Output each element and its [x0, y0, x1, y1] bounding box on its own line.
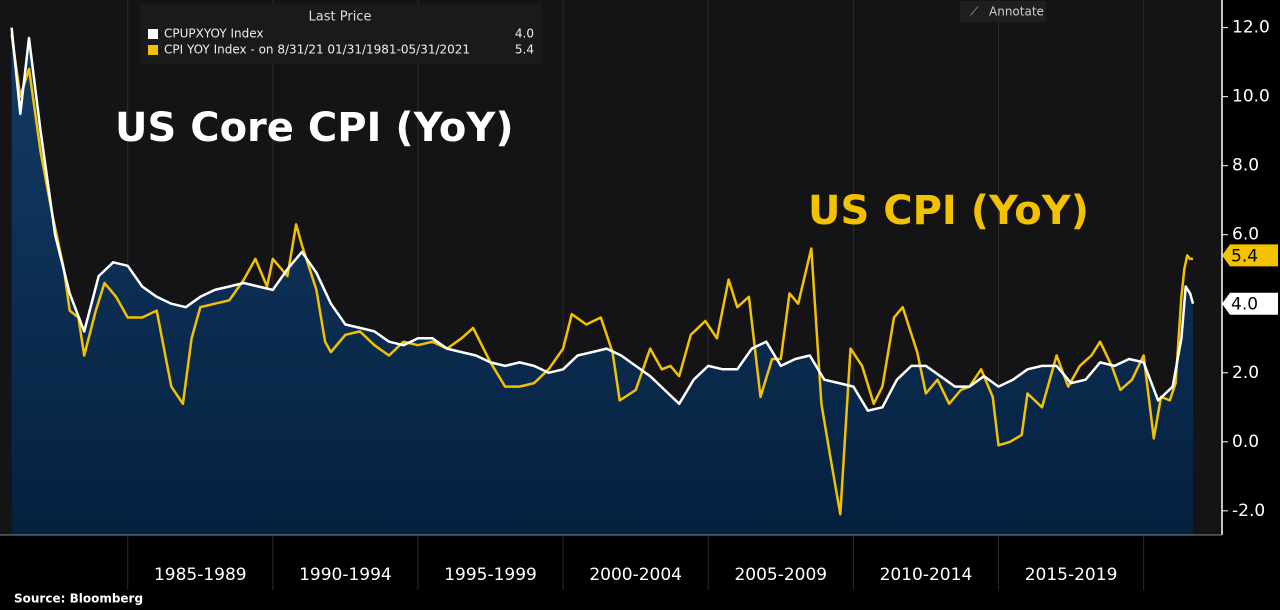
y-tick-label: -2.0 [1232, 501, 1265, 521]
legend-label: CPI YOY Index - on 8/31/21 01/31/1981-05… [164, 43, 470, 57]
legend-label: CPUPXYOY Index [164, 27, 264, 41]
x-tick-label: 1995-1999 [444, 565, 537, 585]
button-label[interactable]: Annotate [989, 5, 1044, 19]
x-tick-label: 2005-2009 [734, 565, 827, 585]
source: Source: Bloomberg [14, 592, 143, 606]
x-tick-label: 1985-1989 [154, 565, 247, 585]
y-tick-label: 8.0 [1232, 156, 1259, 176]
annotation: US Core CPI (YoY) [115, 105, 514, 151]
legend: Last Price [140, 4, 542, 64]
x-tick-label: 2000-2004 [589, 565, 682, 585]
annotate-button[interactable]: ⟋ Annotate [960, 1, 1046, 22]
legend-value: 4.0 [515, 27, 534, 41]
last-price-label: 4.0 [1231, 295, 1258, 315]
legend-header: Last Price [309, 10, 372, 25]
x-tick-label: 1990-1994 [299, 565, 392, 585]
series-area [11, 27, 1194, 535]
series-line [10, 27, 1195, 412]
last-price-tag [1222, 292, 1278, 315]
x-tick-label: 2010-2014 [880, 565, 973, 585]
last-price-label: 5.4 [1231, 246, 1258, 266]
button-bg[interactable] [960, 1, 1046, 22]
x-tick-label: 2015-2019 [1025, 565, 1118, 585]
annotation: US CPI (YoY) [808, 188, 1089, 234]
y-tick-label: 2.0 [1232, 363, 1259, 383]
legend-swatch [148, 45, 158, 55]
last-price-tag [1222, 244, 1278, 267]
y-tick-label: 10.0 [1232, 87, 1270, 107]
legend-swatch [148, 29, 158, 39]
series-line [10, 34, 1193, 516]
y-tick-label: 6.0 [1232, 225, 1259, 245]
legend-box [140, 4, 542, 64]
legend-value: 5.4 [515, 43, 534, 57]
y-tick-label: 0.0 [1232, 432, 1259, 452]
button-icon: ⟋ [970, 5, 979, 19]
y-tick-label: 12.0 [1232, 18, 1270, 38]
